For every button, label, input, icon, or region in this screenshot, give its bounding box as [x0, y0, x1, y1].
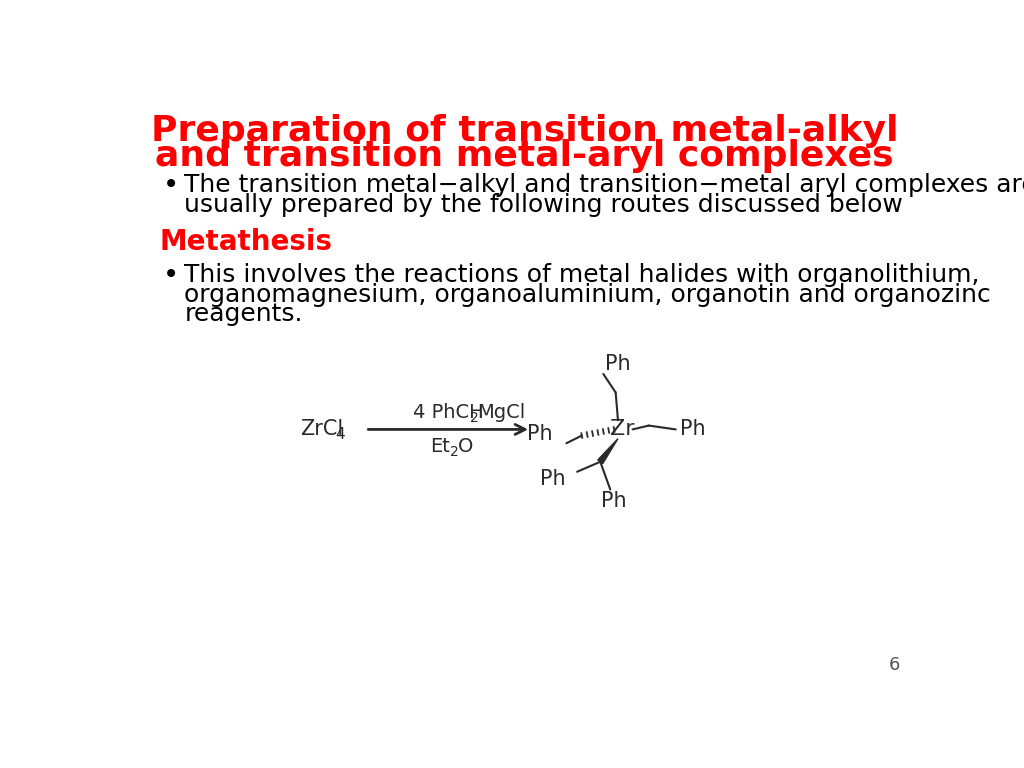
Polygon shape	[598, 439, 617, 464]
Text: MgCl: MgCl	[477, 403, 525, 422]
Text: usually prepared by the following routes discussed below: usually prepared by the following routes…	[184, 193, 903, 217]
Text: Ph: Ph	[601, 491, 627, 511]
Text: 4 PhCH: 4 PhCH	[413, 403, 483, 422]
Text: Metathesis: Metathesis	[160, 227, 333, 256]
Text: Ph: Ph	[680, 419, 706, 439]
Text: Ph: Ph	[605, 354, 631, 374]
Text: Et: Et	[430, 437, 451, 456]
Text: Zr: Zr	[609, 419, 634, 439]
Text: and transition metal-aryl complexes: and transition metal-aryl complexes	[156, 139, 894, 173]
Text: O: O	[458, 437, 473, 456]
Text: •: •	[163, 171, 179, 200]
Text: organomagnesium, organoaluminium, organotin and organozinc: organomagnesium, organoaluminium, organo…	[184, 283, 991, 306]
Text: 4: 4	[336, 426, 345, 442]
Text: 6: 6	[889, 657, 900, 674]
Text: Preparation of transition metal-alkyl: Preparation of transition metal-alkyl	[152, 114, 898, 147]
Text: The transition metal−alkyl and transition−metal aryl complexes are: The transition metal−alkyl and transitio…	[184, 174, 1024, 197]
Text: •: •	[163, 261, 179, 290]
Text: This involves the reactions of metal halides with organolithium,: This involves the reactions of metal hal…	[184, 263, 980, 287]
Text: Ph: Ph	[540, 469, 565, 489]
Text: reagents.: reagents.	[184, 302, 303, 326]
Text: Ph: Ph	[527, 424, 553, 444]
Text: ZrCl: ZrCl	[300, 419, 343, 439]
Text: 2: 2	[470, 411, 478, 425]
Text: 2: 2	[451, 445, 459, 458]
